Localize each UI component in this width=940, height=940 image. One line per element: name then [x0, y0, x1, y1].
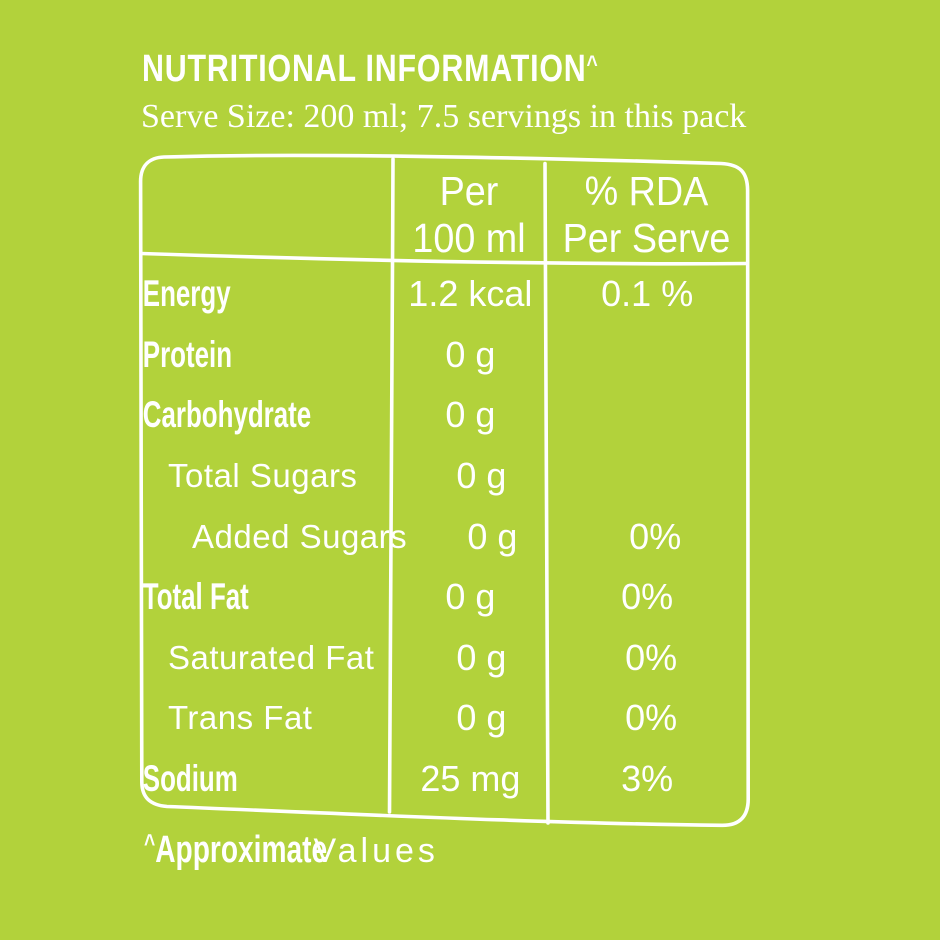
- table-row: Energy 1.2 kcal 0.1 %: [140, 264, 748, 325]
- title-footnote-marker: ^: [586, 51, 599, 78]
- per-100ml-value: 1.2 kcal: [408, 273, 533, 315]
- serve-size-subtitle: Serve Size: 200 ml; 7.5 servings in this…: [141, 98, 747, 135]
- rda-value: 0%: [629, 515, 682, 557]
- page-title-text: NUTRITIONAL INFORMATION: [142, 48, 587, 90]
- nutrient-label: Total Sugars: [168, 457, 358, 495]
- col-header-line: Per Serve: [562, 215, 731, 261]
- per-100ml-value: 0 g: [445, 333, 496, 375]
- table-row: Protein 0 g: [140, 325, 748, 386]
- nutrient-label: Saturated Fat: [168, 638, 375, 676]
- nutrition-table: Energy 1.2 kcal 0.1 % Protein 0 g Carboh…: [140, 264, 748, 809]
- footnote-word: Approximate: [155, 829, 328, 871]
- nutrient-label: Total Fat: [142, 576, 249, 618]
- rda-value: 0%: [625, 636, 678, 678]
- footnote-word-approximate: ^Approximate: [144, 828, 327, 872]
- table-row: Sodium 25 mg 3%: [140, 749, 748, 810]
- rda-value: 0.1 %: [601, 273, 694, 315]
- nutrient-label: Carbohydrate: [142, 394, 312, 436]
- per-100ml-value: 0 g: [445, 394, 496, 436]
- per-100ml-value: 0 g: [456, 697, 507, 739]
- page-title: NUTRITIONAL INFORMATION^: [142, 48, 702, 91]
- nutrient-label: Sodium: [142, 758, 238, 800]
- rda-value: 0%: [621, 576, 674, 618]
- per-100ml-value: 0 g: [467, 515, 518, 557]
- table-row: Trans Fat 0 g 0%: [140, 688, 748, 749]
- col-header-line: Per: [439, 168, 499, 214]
- nutrient-label: Added Sugars: [192, 517, 408, 555]
- table-row: Total Sugars 0 g: [140, 446, 748, 507]
- per-100ml-value: 25 mg: [420, 758, 521, 800]
- per-100ml-value: 0 g: [456, 636, 507, 678]
- table-row: Carbohydrate 0 g: [140, 385, 748, 446]
- table-row: Saturated Fat 0 g 0%: [140, 628, 748, 689]
- col-header-line: % RDA: [584, 168, 709, 214]
- rda-value: 3%: [621, 758, 674, 800]
- rda-value: 0%: [625, 697, 678, 739]
- nutrient-label: Protein: [142, 333, 233, 375]
- nutrient-label: Energy: [142, 273, 231, 315]
- col-header-line: 100 ml: [412, 215, 526, 261]
- nutrient-label: Trans Fat: [168, 699, 313, 737]
- col-header-rda-per-serve: % RDA Per Serve: [553, 168, 740, 262]
- table-row: Total Fat 0 g 0%: [140, 567, 748, 628]
- per-100ml-value: 0 g: [456, 455, 507, 497]
- table-row: Added Sugars 0 g 0%: [140, 506, 748, 567]
- per-100ml-value: 0 g: [445, 576, 496, 618]
- footnote-marker: ^: [144, 828, 156, 858]
- approximate-values-footnote: ^ApproximateValues: [144, 828, 439, 872]
- col-header-per-100ml: Per 100 ml: [399, 168, 539, 262]
- footnote-word-values: Values: [313, 832, 439, 870]
